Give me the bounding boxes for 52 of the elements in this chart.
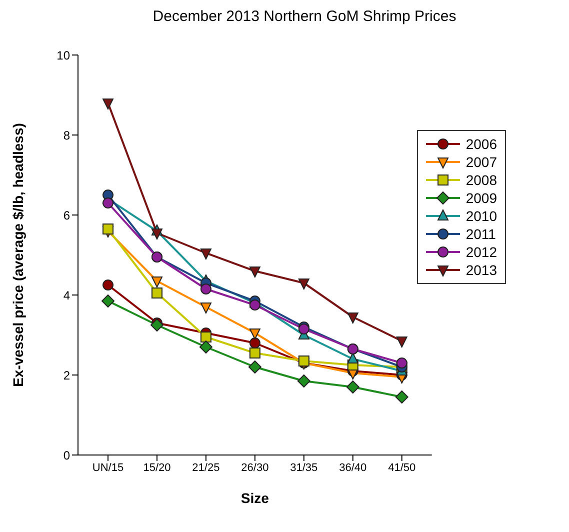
point <box>396 336 408 348</box>
point <box>150 318 164 332</box>
point <box>249 338 260 348</box>
point <box>249 300 260 310</box>
point <box>347 312 358 324</box>
point <box>151 228 162 240</box>
point <box>347 352 358 364</box>
legend-label: 2008 <box>466 172 497 188</box>
x-tick-label: 21/25 <box>192 462 220 474</box>
point <box>199 340 212 354</box>
point <box>200 248 212 260</box>
point <box>151 288 162 298</box>
point <box>200 302 212 314</box>
legend-label: 2009 <box>466 190 497 206</box>
point <box>396 358 408 368</box>
x-tick-label: UN/15 <box>92 462 124 474</box>
legend-label: 2012 <box>466 244 497 260</box>
x-axis-title: Size <box>240 490 270 506</box>
x-tick-label: 36/40 <box>339 462 367 474</box>
point <box>151 276 162 288</box>
x-tick-label: 41/50 <box>388 462 416 474</box>
y-tick-label: 10 <box>56 48 70 62</box>
point <box>102 280 114 290</box>
y-tick-label: 2 <box>63 368 70 382</box>
legend-label: 2010 <box>466 208 497 224</box>
point <box>248 360 262 374</box>
point <box>200 284 212 294</box>
point <box>200 332 212 342</box>
point <box>102 198 114 208</box>
y-axis-title: Ex-vessel price (average $/lb, headless) <box>10 123 26 387</box>
x-tick-label: 31/35 <box>290 462 318 474</box>
y-tick-label: 4 <box>63 288 70 302</box>
legend-label: 2006 <box>466 136 497 152</box>
chart-title: December 2013 Northern GoM Shrimp Prices <box>152 8 458 25</box>
point <box>249 328 260 340</box>
legend-label: 2011 <box>466 226 496 242</box>
point <box>249 266 260 278</box>
point <box>297 374 310 388</box>
legend-label: 2007 <box>466 154 497 170</box>
point <box>298 278 310 290</box>
point <box>102 224 114 234</box>
y-tick-label: 8 <box>63 128 70 142</box>
y-tick-label: 0 <box>63 448 70 462</box>
point <box>249 348 260 358</box>
x-tick-label: 15/20 <box>143 462 171 474</box>
point <box>395 390 408 404</box>
legend-label: 2013 <box>466 262 497 278</box>
point <box>102 98 114 110</box>
point <box>102 294 114 308</box>
point <box>346 380 360 394</box>
x-tick-label: 26/30 <box>241 462 269 474</box>
y-tick-label: 6 <box>63 208 70 222</box>
